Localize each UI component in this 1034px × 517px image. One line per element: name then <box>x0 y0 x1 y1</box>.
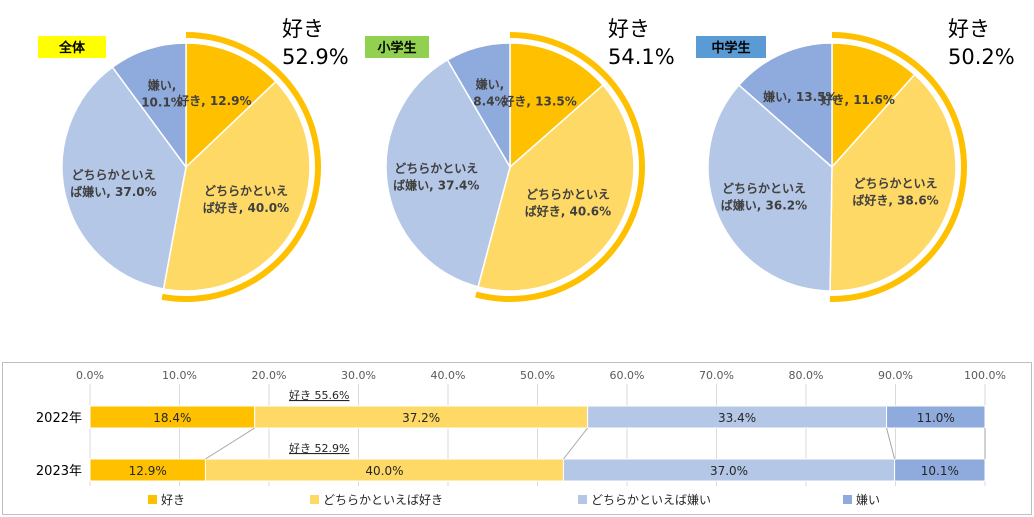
legend-label: どちらかといえば好き <box>323 493 443 507</box>
bar-segment <box>894 458 986 482</box>
pie-slice <box>477 84 635 292</box>
bar-segment-label: 40.0% <box>365 464 403 478</box>
pie-elementary: 好き, 13.5%どちらかといえば好き, 40.6%どちらかといえば嫌い, 37… <box>365 17 675 303</box>
pie-slice-label: 好き, 12.9% <box>176 93 251 108</box>
pie-slice-label-line: どちらかといえ <box>394 161 478 175</box>
pie-junior: 好き, 11.6%どちらかといえば好き, 38.6%どちらかといえば嫌い, 36… <box>696 17 1015 302</box>
x-tick-label: 90.0% <box>878 369 913 382</box>
pie-slice-label: どちらかといえば好き, 40.0% <box>203 184 289 215</box>
badge-junior-bg <box>696 36 766 58</box>
pie-slice-label-line: 好き, 12.9% <box>176 93 251 108</box>
bar-segment-label: 37.0% <box>710 464 748 478</box>
x-tick-label: 40.0% <box>431 369 466 382</box>
pie-slice-label-line: ば好き, 40.0% <box>203 200 289 215</box>
pie-slice <box>831 42 916 169</box>
badge-all: 全体 <box>58 40 86 56</box>
pie-slice-label-line: ば嫌い, 37.0% <box>70 184 156 199</box>
pie-slice <box>111 42 187 170</box>
bar-segment-label: 10.1% <box>921 464 959 478</box>
legend-label: どちらかといえば嫌い <box>591 493 711 507</box>
badge-junior: 中学生 <box>711 40 750 56</box>
pie-slice-label-line: どちらかといえ <box>854 176 938 190</box>
bar-segment-label: 18.4% <box>153 411 191 425</box>
pie-slice <box>737 42 833 169</box>
pie-slice-label-line: どちらかといえ <box>526 187 610 201</box>
legend-swatch <box>578 495 587 504</box>
bar-chart-frame <box>2 362 1032 515</box>
bar-segment-label: 37.2% <box>402 411 440 425</box>
pie-slice-label-line: どちらかといえ <box>722 182 806 196</box>
pie-slice-label-line: 10.1% <box>141 95 183 109</box>
category-label: 2022年 <box>36 411 82 426</box>
series-connector-line <box>563 427 589 460</box>
pie-slice <box>509 42 605 169</box>
series-connector-line <box>205 427 255 460</box>
bar-segment-label: 12.9% <box>129 464 167 478</box>
pie-charts-group: 好き, 12.9%どちらかといえば好き, 40.0%どちらかといえば嫌い, 37… <box>38 17 1015 303</box>
x-tick-label: 0.0% <box>76 369 104 382</box>
pie-slice-label-line: 好き, 11.6% <box>819 92 894 107</box>
like-total-annotation: 好き 55.6% <box>289 388 349 402</box>
pie-slice-label-line: どちらかといえ <box>204 184 288 198</box>
like-total-value: 54.1% <box>608 45 675 69</box>
pie-slice-label-line: 8.4% <box>473 94 506 108</box>
pie-slice-label-line: ば嫌い, 36.2% <box>721 198 807 213</box>
legend-label: 好き <box>161 493 185 507</box>
like-total-value: 52.9% <box>282 45 349 69</box>
pie-slice-label-line: 嫌い, 13.5% <box>762 89 837 104</box>
pie-slice <box>707 84 833 292</box>
x-tick-label: 70.0% <box>699 369 734 382</box>
badge-all-bg <box>38 36 106 58</box>
legend-swatch <box>148 495 157 504</box>
pie-slice-label: 好き, 13.5% <box>501 93 576 108</box>
bar-segment-label: 33.4% <box>718 411 756 425</box>
pie-slice-label-line: 嫌い, <box>147 77 177 92</box>
like-total-title: 好き <box>282 17 324 41</box>
pie-all: 好き, 12.9%どちらかといえば好き, 40.0%どちらかといえば嫌い, 37… <box>38 17 349 302</box>
pie-slice-label-line: 嫌い, <box>475 76 505 91</box>
pie-slice <box>61 66 187 290</box>
x-tick-label: 50.0% <box>520 369 555 382</box>
x-tick-label: 10.0% <box>162 369 197 382</box>
like-total-value: 50.2% <box>948 45 1015 69</box>
bar-segment <box>886 405 986 429</box>
badge-elementary: 小学生 <box>377 40 416 56</box>
x-tick-label: 60.0% <box>610 369 645 382</box>
pie-slice-label: どちらかといえば好き, 40.6% <box>525 187 611 218</box>
badge-elementary-bg <box>365 36 429 58</box>
x-tick-label: 80.0% <box>789 369 824 382</box>
like-total-annotation: 好き 52.9% <box>289 441 349 455</box>
bar-segment-label: 11.0% <box>917 411 955 425</box>
pie-slice-label: 嫌い, 13.5% <box>762 89 837 104</box>
legend-label: 嫌い <box>856 493 880 507</box>
pie-slice-label: どちらかといえば好き, 38.6% <box>852 176 938 207</box>
pie-slice <box>446 42 511 170</box>
stacked-bar-chart-group: 0.0% 10.0% 20.0% 30.0% 40.0% 50.0% 60.0% 70.0% 8… <box>2 362 1032 515</box>
like-total-title: 好き <box>608 17 650 41</box>
pie-slice-label-line: ば好き, 38.6% <box>852 192 938 207</box>
pie-slice <box>829 73 957 292</box>
category-label: 2023年 <box>36 464 82 479</box>
pie-slice-label: 嫌い, 10.1% <box>141 77 183 109</box>
series-connector-line <box>886 427 896 460</box>
pie-slice <box>385 58 511 288</box>
pie-slice-label-line: ば好き, 40.6% <box>525 203 611 218</box>
pie-slice <box>185 42 277 169</box>
legend-swatch <box>310 495 319 504</box>
pie-slice-label: どちらかといえば嫌い, 37.0% <box>70 168 156 199</box>
like-total-title: 好き <box>948 17 990 41</box>
pie-slice-label-line: ば嫌い, 37.4% <box>393 177 479 192</box>
pie-slice-label: 好き, 11.6% <box>819 92 894 107</box>
x-tick-label: 20.0% <box>252 369 287 382</box>
x-tick-label: 30.0% <box>341 369 376 382</box>
pie-slice-label: 嫌い, 8.4% <box>473 76 506 108</box>
legend-swatch <box>843 495 852 504</box>
pie-slice-label-line: どちらかといえ <box>71 168 155 182</box>
pie-slice <box>162 80 311 292</box>
x-tick-label: 100.0% <box>964 369 1006 382</box>
pie-slice-label: どちらかといえば嫌い, 36.2% <box>721 182 807 213</box>
pie-slice-label-line: 好き, 13.5% <box>501 93 576 108</box>
pie-slice-label: どちらかといえば嫌い, 37.4% <box>393 161 479 192</box>
